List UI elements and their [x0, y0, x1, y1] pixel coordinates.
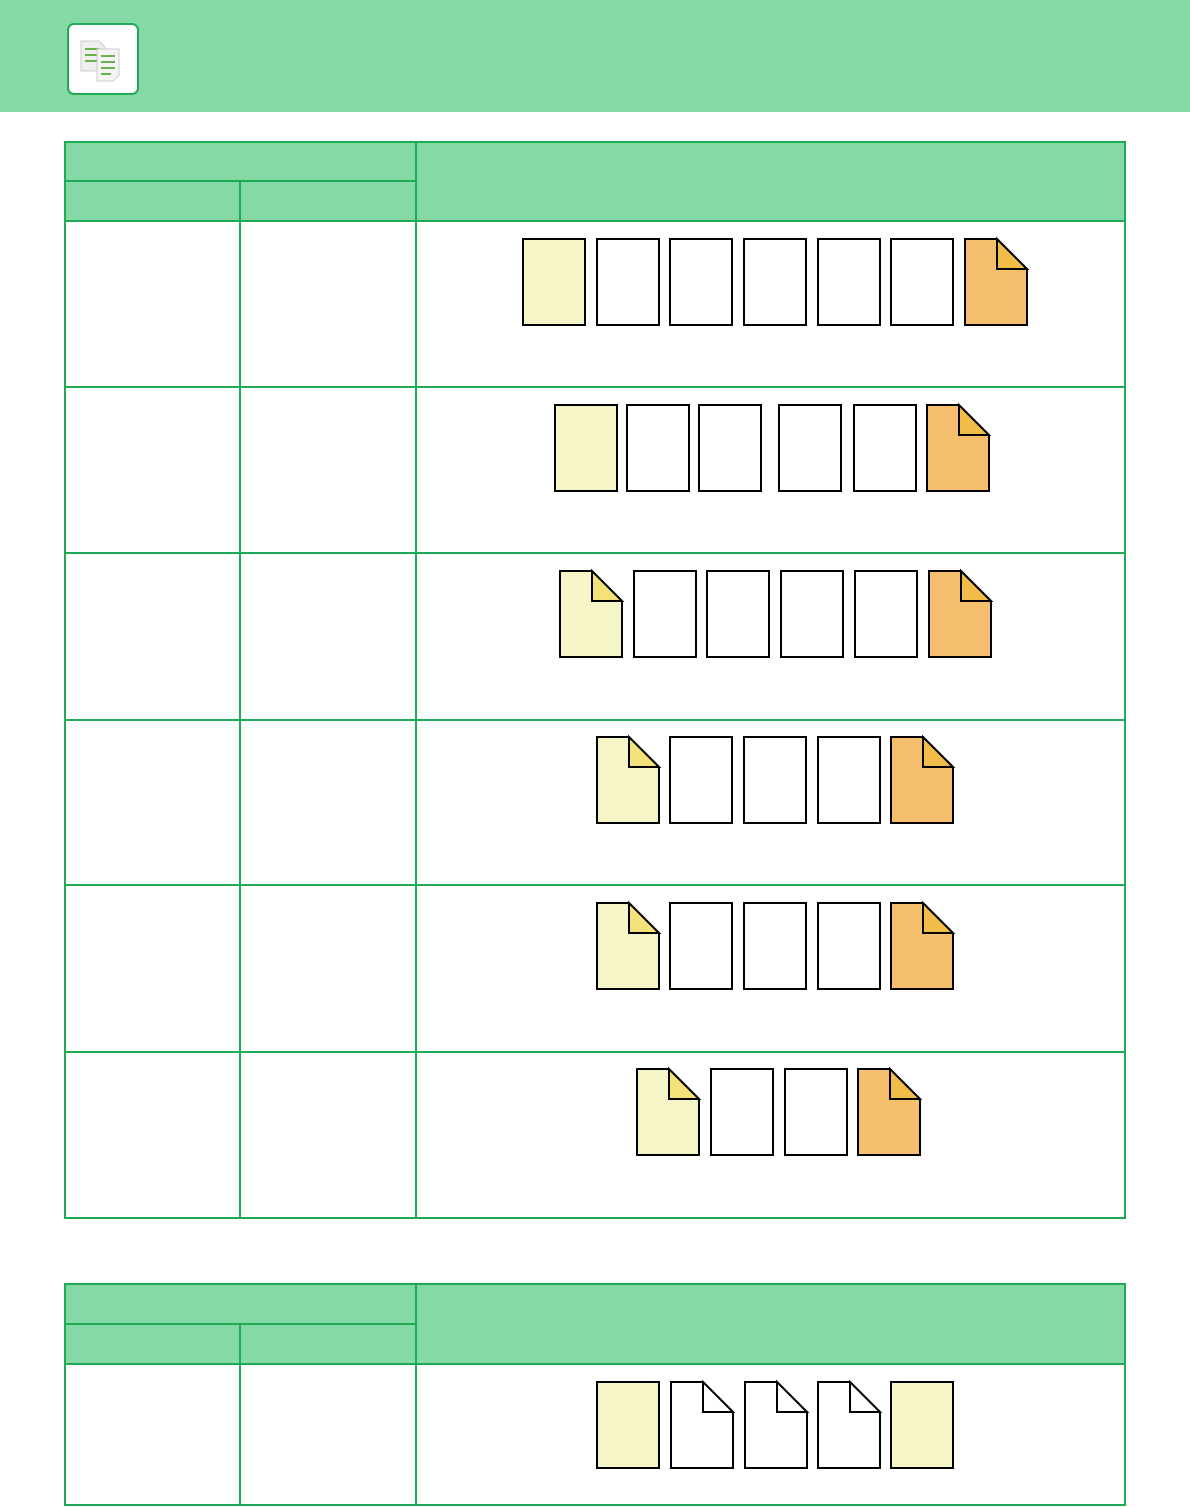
page-folded-orange-icon: [926, 402, 992, 492]
page-blank-icon: [706, 570, 770, 658]
page-folded-white-icon: [744, 1379, 810, 1469]
table-row: [636, 1066, 923, 1156]
page-blank-icon: [890, 238, 954, 326]
page-blank-icon: [780, 570, 844, 658]
page-folded-orange-icon: [964, 236, 1030, 326]
page-blank-icon: [633, 570, 697, 658]
table-2: [64, 1283, 1126, 1506]
page-folded-yellow-icon: [559, 568, 625, 658]
page-blank-icon: [817, 902, 881, 990]
page-blank-icon: [669, 238, 733, 326]
page-plain-yellow-icon: [596, 1381, 660, 1469]
page-blank-icon: [854, 570, 918, 658]
page-folded-yellow-icon: [636, 1066, 702, 1156]
page-folded-white-icon: [670, 1379, 736, 1469]
page-folded-yellow-icon: [596, 734, 662, 824]
page-blank-icon: [698, 404, 762, 492]
page-blank-icon: [669, 902, 733, 990]
table-row: [522, 236, 1030, 326]
page-folded-white-icon: [817, 1379, 883, 1469]
page-blank-icon: [743, 902, 807, 990]
table-row: [554, 402, 992, 492]
page-plain-yellow-icon: [554, 404, 618, 492]
table-1: [64, 141, 1126, 1219]
page-blank-icon: [778, 404, 842, 492]
page-plain-yellow-icon: [522, 238, 586, 326]
page-blank-icon: [743, 736, 807, 824]
page-plain-yellow-icon: [890, 1381, 954, 1469]
page-blank-icon: [784, 1068, 848, 1156]
table-row: [596, 734, 956, 824]
page-blank-icon: [626, 404, 690, 492]
header-bar: [0, 0, 1190, 112]
page-folded-orange-icon: [928, 568, 994, 658]
table-row: [596, 900, 956, 990]
page-blank-icon: [743, 238, 807, 326]
page-folded-orange-icon: [890, 900, 956, 990]
page-blank-icon: [817, 736, 881, 824]
copy-documents-icon[interactable]: [67, 23, 139, 95]
page-blank-icon: [817, 238, 881, 326]
page-blank-icon: [710, 1068, 774, 1156]
page-blank-icon: [669, 736, 733, 824]
page-folded-yellow-icon: [596, 900, 662, 990]
table-row: [559, 568, 994, 658]
page-folded-orange-icon: [890, 734, 956, 824]
table-row: [596, 1379, 954, 1469]
page-blank-icon: [853, 404, 917, 492]
page-folded-orange-icon: [857, 1066, 923, 1156]
page-blank-icon: [596, 238, 660, 326]
